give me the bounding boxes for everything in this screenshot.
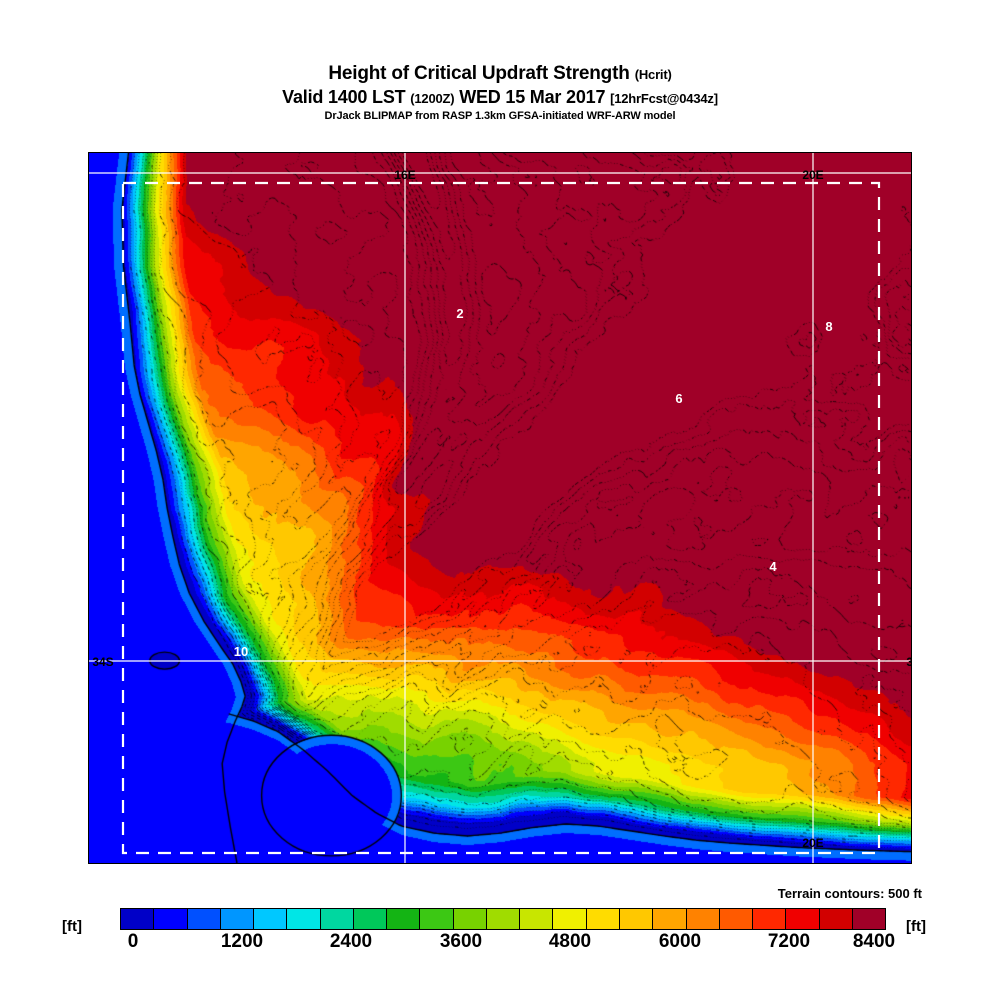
map-raster-field (89, 153, 911, 863)
subtitle-date: WED 15 Mar 2017 (459, 86, 606, 107)
colorbar-swatch-21 (819, 909, 853, 929)
colorbar-tick-0: 0 (127, 931, 139, 952)
colorbar-legend: [ft] [ft] 0 1200 2400 3600 4800 6000 7200 8400 (0, 905, 1000, 965)
chart-credit: DrJack BLIPMAP from RASP 1.3km GFSA-init… (324, 109, 676, 122)
colorbar-swatch-22 (852, 909, 886, 929)
subtitle-utc-time: (1200Z) (410, 90, 455, 106)
page-title: Height of Critical Updraft Strength (Hcr… (0, 64, 1000, 84)
colorbar-swatch-2 (187, 909, 221, 929)
colorbar-swatch-4 (254, 909, 288, 929)
colorbar-tick-4800: 4800 (548, 931, 592, 952)
colorbar-swatch-9 (420, 909, 454, 929)
colorbar-swatch-19 (753, 909, 787, 929)
legend-unit-right: [ft] (906, 918, 926, 935)
colorbar-swatch-3 (220, 909, 255, 929)
colorbar-swatch-12 (520, 909, 554, 929)
colorbar-tick-1200: 1200 (220, 931, 264, 952)
colorbar-swatch-8 (387, 909, 421, 929)
colorbar-swatch-0 (121, 909, 155, 929)
colorbar-swatch-17 (686, 909, 720, 929)
colorbar-swatches[interactable] (120, 908, 886, 930)
colorbar-swatch-5 (287, 909, 321, 929)
colorbar-swatch-10 (453, 909, 487, 929)
legend-unit-left: [ft] (62, 918, 82, 935)
title-main-text: Height of Critical Updraft Strength (328, 63, 630, 84)
colorbar-swatch-20 (786, 909, 820, 929)
chart-subtitle: Valid 1400 LST (1200Z) WED 15 Mar 2017 [… (0, 86, 1000, 107)
forecast-map[interactable]: 16E20E20E34S34S108642 (88, 152, 912, 864)
colorbar-swatch-16 (653, 909, 687, 929)
colorbar-tick-labels: 0 1200 2400 3600 4800 6000 7200 8400 (0, 931, 1000, 957)
colorbar-swatch-18 (719, 909, 754, 929)
colorbar-swatch-1 (154, 909, 188, 929)
subtitle-valid-time: Valid 1400 LST (282, 86, 406, 107)
colorbar-tick-2400: 2400 (329, 931, 373, 952)
colorbar-tick-3600: 3600 (439, 931, 483, 952)
colorbar-swatch-11 (486, 909, 521, 929)
colorbar-swatch-13 (553, 909, 587, 929)
title-variable-abbr: (Hcrit) (634, 67, 672, 82)
colorbar-tick-6000: 6000 (658, 931, 702, 952)
chart-title-block: Height of Critical Updraft Strength (Hcr… (0, 64, 1000, 122)
colorbar-swatch-15 (619, 909, 654, 929)
colorbar-tick-7200: 7200 (767, 931, 811, 952)
terrain-contour-caption: Terrain contours: 500 ft (777, 886, 922, 901)
subtitle-forecast-info: [12hrFcst@0434z] (610, 90, 718, 106)
colorbar-tick-8400: 8400 (852, 931, 896, 952)
colorbar-swatch-7 (353, 909, 388, 929)
colorbar-swatch-14 (586, 909, 620, 929)
colorbar-swatch-6 (320, 909, 354, 929)
